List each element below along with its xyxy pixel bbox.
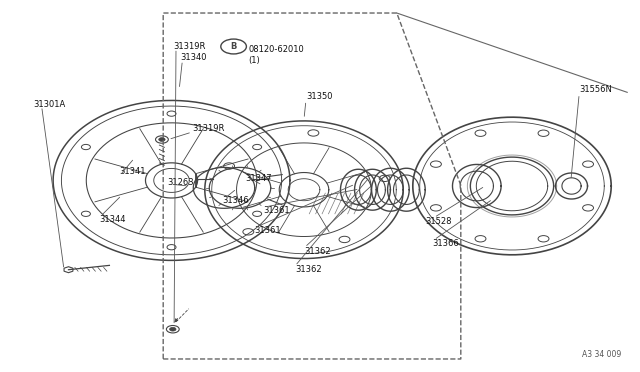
- Polygon shape: [64, 267, 73, 273]
- Text: 31340: 31340: [180, 53, 207, 62]
- Text: 31361: 31361: [255, 226, 282, 235]
- Text: 31341: 31341: [119, 167, 145, 176]
- Text: 31366: 31366: [432, 239, 459, 248]
- Text: (1): (1): [248, 56, 260, 65]
- Text: 31344: 31344: [99, 215, 125, 224]
- Text: 31263: 31263: [168, 178, 195, 187]
- Circle shape: [159, 138, 165, 141]
- Text: A3 34 009: A3 34 009: [582, 350, 621, 359]
- Text: 31361: 31361: [264, 206, 291, 215]
- Text: 31362: 31362: [305, 247, 332, 256]
- Text: 31319R: 31319R: [173, 42, 205, 51]
- Text: 31346: 31346: [223, 196, 250, 205]
- Text: 31350: 31350: [306, 92, 332, 101]
- Text: 31301A: 31301A: [33, 100, 65, 109]
- Text: 08120-62010: 08120-62010: [248, 45, 304, 54]
- Text: B: B: [230, 42, 237, 51]
- Text: 31319R: 31319R: [192, 124, 225, 133]
- Text: 31556N: 31556N: [579, 85, 612, 94]
- Text: 31528: 31528: [426, 217, 452, 226]
- Circle shape: [170, 327, 176, 331]
- Text: 31347: 31347: [246, 174, 273, 183]
- Text: 31362: 31362: [295, 265, 322, 274]
